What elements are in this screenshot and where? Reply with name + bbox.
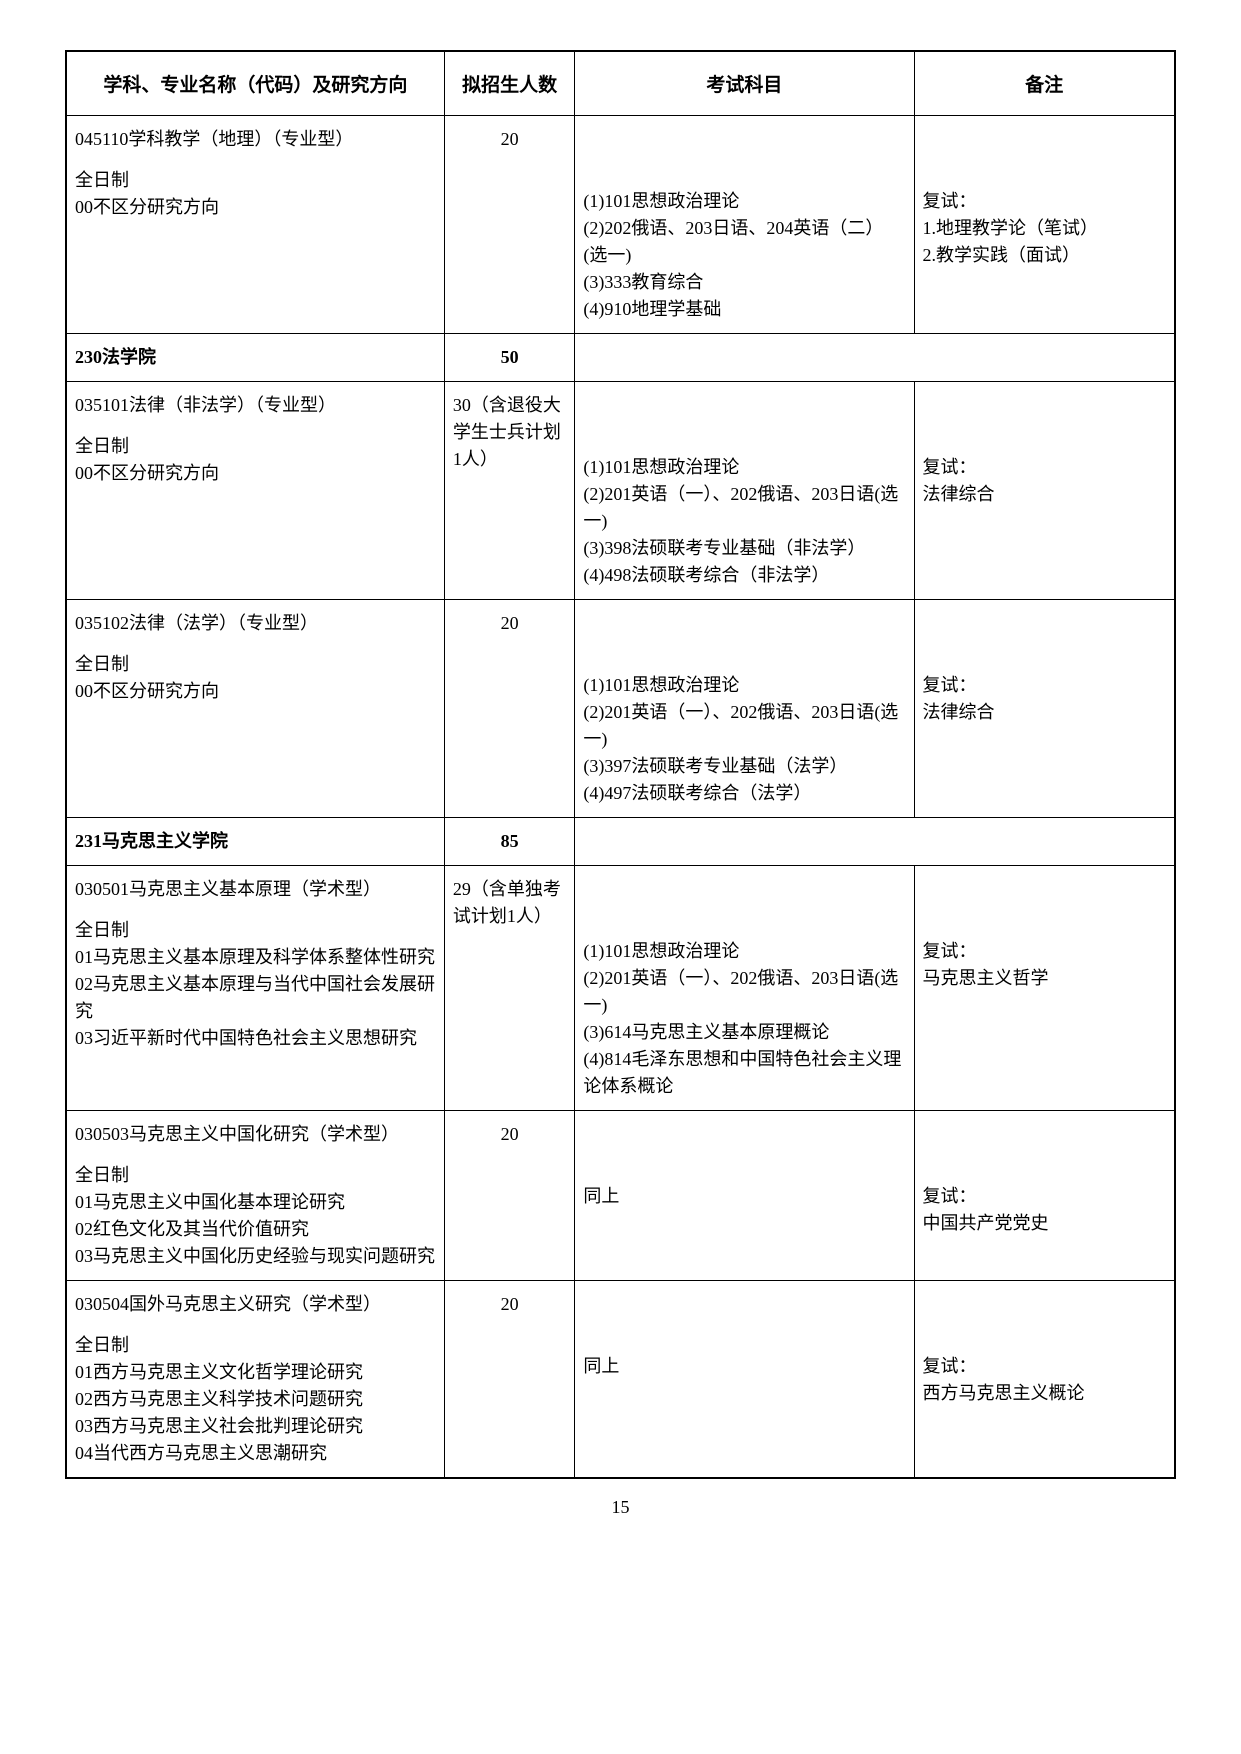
plan-count: 29（含单独考试计划1人） [444,866,574,1111]
study-mode: 全日制 [75,651,436,678]
research-direction: 03西方马克思主义社会批判理论研究 [75,1413,436,1440]
th-remark: 备注 [914,51,1175,116]
plan-count: 20 [444,116,574,334]
table-row: 231马克思主义学院85 [66,818,1175,866]
remarks: 复试：法律综合 [923,454,1166,508]
exam-subjects: (1)101思想政治理论(2)202俄语、203日语、204英语（二）(选一)(… [583,188,905,323]
program-title: 035101法律（非法学）（专业型） [75,392,436,419]
research-direction: 02红色文化及其当代价值研究 [75,1216,436,1243]
table-row: 030501马克思主义基本原理（学术型） 全日制01马克思主义基本原理及科学体系整… [66,866,1175,1111]
dept-blank [575,818,1175,866]
research-direction: 01西方马克思主义文化哲学理论研究 [75,1359,436,1386]
research-direction: 02西方马克思主义科学技术问题研究 [75,1386,436,1413]
dept-name: 231马克思主义学院 [66,818,444,866]
remarks: 复试：马克思主义哲学 [923,938,1166,992]
study-mode: 全日制 [75,917,436,944]
table-row: 035101法律（非法学）（专业型） 全日制00不区分研究方向 30（含退役大学生士… [66,382,1175,600]
program-title: 030504国外马克思主义研究（学术型） [75,1291,436,1318]
exam-subjects: (1)101思想政治理论(2)201英语（一）、202俄语、203日语(选一)(… [583,454,905,589]
exam-subjects: 同上 [583,1353,905,1380]
research-direction: 04当代西方马克思主义思潮研究 [75,1440,436,1467]
plan-count: 30（含退役大学生士兵计划1人） [444,382,574,600]
remarks: 复试：1.地理教学论（笔试）2.教学实践（面试） [923,188,1166,269]
study-mode: 全日制 [75,1162,436,1189]
study-mode: 全日制 [75,1332,436,1359]
research-direction: 01马克思主义基本原理及科学体系整体性研究 [75,944,436,971]
dept-name: 230法学院 [66,334,444,382]
research-direction: 03马克思主义中国化历史经验与现实问题研究 [75,1243,436,1270]
table-row: 230法学院50 [66,334,1175,382]
table-row: 045110学科教学（地理）（专业型） 全日制00不区分研究方向 20(1)101思… [66,116,1175,334]
exam-subjects: 同上 [583,1183,905,1210]
th-exam: 考试科目 [575,51,914,116]
th-subject: 学科、专业名称（代码）及研究方向 [66,51,444,116]
program-title: 045110学科教学（地理）（专业型） [75,126,436,153]
table-row: 030503马克思主义中国化研究（学术型） 全日制01马克思主义中国化基本理论研究… [66,1111,1175,1281]
research-direction: 00不区分研究方向 [75,460,436,487]
study-mode: 全日制 [75,167,436,194]
table-row: 035102法律（法学）（专业型） 全日制00不区分研究方向 20(1)101思想政… [66,600,1175,818]
research-direction: 03习近平新时代中国特色社会主义思想研究 [75,1025,436,1052]
page-number: 15 [65,1497,1176,1518]
program-title: 030503马克思主义中国化研究（学术型） [75,1121,436,1148]
program-table: 学科、专业名称（代码）及研究方向 拟招生人数 考试科目 备注 045110学科教… [65,50,1176,1479]
remarks: 复试：法律综合 [923,672,1166,726]
th-plan: 拟招生人数 [444,51,574,116]
program-title: 035102法律（法学）（专业型） [75,610,436,637]
exam-subjects: (1)101思想政治理论(2)201英语（一）、202俄语、203日语(选一)(… [583,672,905,807]
research-direction: 02马克思主义基本原理与当代中国社会发展研究 [75,971,436,1025]
research-direction: 00不区分研究方向 [75,194,436,221]
remarks: 复试：中国共产党党史 [923,1183,1166,1237]
research-direction: 00不区分研究方向 [75,678,436,705]
table-row: 030504国外马克思主义研究（学术型） 全日制01西方马克思主义文化哲学理论研究… [66,1281,1175,1479]
plan-count: 20 [444,600,574,818]
exam-subjects: (1)101思想政治理论(2)201英语（一）、202俄语、203日语(选一)(… [583,938,905,1100]
study-mode: 全日制 [75,433,436,460]
dept-count: 50 [444,334,574,382]
remarks: 复试：西方马克思主义概论 [923,1353,1166,1407]
plan-count: 20 [444,1281,574,1479]
dept-count: 85 [444,818,574,866]
plan-count: 20 [444,1111,574,1281]
program-title: 030501马克思主义基本原理（学术型） [75,876,436,903]
dept-blank [575,334,1175,382]
research-direction: 01马克思主义中国化基本理论研究 [75,1189,436,1216]
